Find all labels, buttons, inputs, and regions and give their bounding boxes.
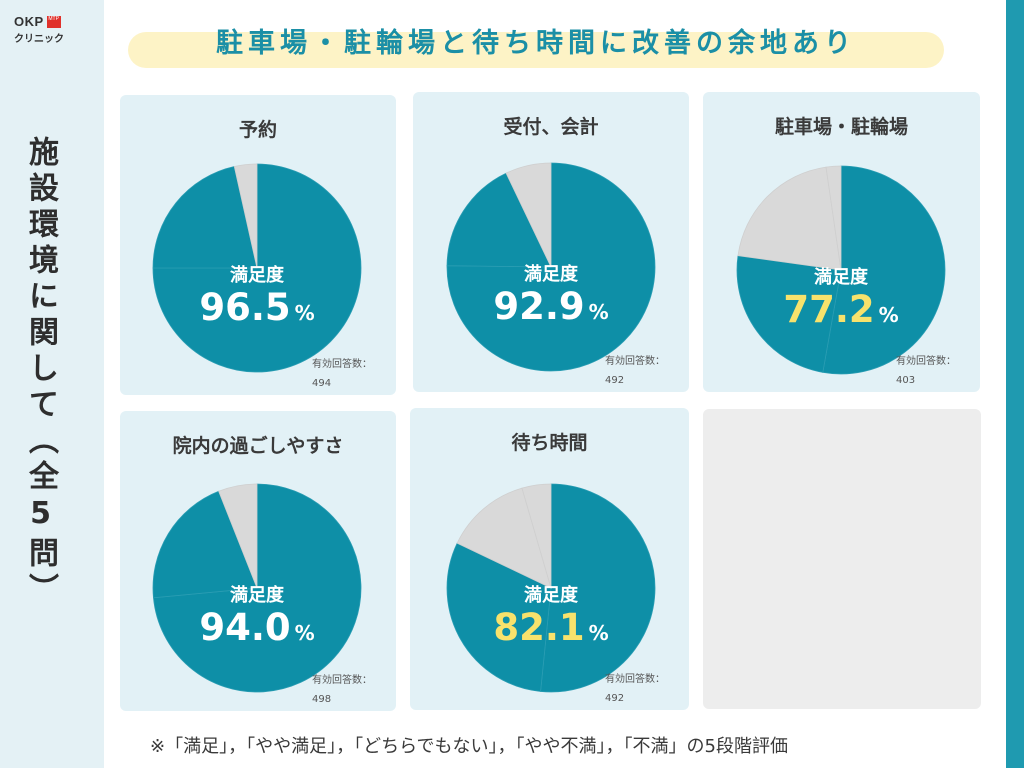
pie-slice	[152, 166, 258, 269]
percent-symbol: %	[588, 300, 609, 324]
pie-slice	[736, 255, 842, 373]
sidebar: OKP MTP クリニック 施設環境に関して（全5問）	[0, 0, 104, 768]
satisfaction-label: 満足度	[230, 585, 284, 606]
percent-symbol: %	[878, 303, 899, 327]
pie-chart	[152, 163, 362, 373]
pie-slice	[446, 172, 552, 268]
satisfaction-value: 96.5%	[167, 286, 347, 329]
section-title: 施設環境に関して（全5問）	[23, 136, 58, 609]
chart-title: 受付、会計	[503, 116, 599, 138]
satisfaction-value: 92.9%	[461, 285, 641, 328]
satisfaction-value: 82.1%	[461, 606, 641, 649]
pie-card: 受付、会計満足度 92.9% 有効回答数： 492	[413, 92, 689, 392]
chart-title: 院内の過ごしやすさ	[172, 435, 344, 457]
percent-symbol: %	[294, 301, 315, 325]
pie-chart	[446, 483, 656, 693]
logo-brand: OKP	[14, 14, 44, 29]
satisfaction-label: 満足度	[524, 264, 578, 285]
respondents-count: 492	[605, 375, 625, 386]
pie-chart	[152, 483, 362, 693]
percent-symbol: %	[294, 621, 315, 645]
respondents-label: 有効回答数：	[605, 674, 665, 685]
pie-chart	[736, 165, 946, 375]
clinic-logo: OKP MTP クリニック	[14, 14, 74, 45]
respondents-count: 403	[896, 375, 916, 386]
pie-slice	[540, 483, 656, 693]
chart-title: 予約	[238, 119, 277, 141]
logo-badge: MTP	[46, 15, 61, 28]
satisfaction-number: 92.9	[493, 285, 585, 328]
satisfaction-number: 82.1	[493, 606, 585, 649]
satisfaction-value: 77.2%	[751, 288, 931, 331]
respondents-label: 有効回答数：	[312, 675, 372, 686]
pie-slice	[152, 163, 362, 373]
pie-slice	[218, 483, 258, 589]
chart-title: 駐車場・駐輪場	[774, 116, 908, 138]
pie-card: 院内の過ごしやすさ 満足度 94.0% 有効回答数： 498	[120, 411, 396, 711]
respondents-label: 有効回答数：	[896, 356, 956, 367]
logo-subtitle: クリニック	[14, 34, 64, 45]
pie-slice	[737, 166, 842, 271]
pie-slice	[456, 487, 552, 589]
pie-chart	[446, 162, 656, 372]
right-accent-bar	[1006, 0, 1024, 768]
pie-card: 駐車場・駐輪場 満足度 77.2% 有効回答数： 403	[703, 92, 980, 392]
pie-card: 予約満足度 96.5% 有効回答数： 494	[120, 95, 396, 395]
respondents-count: 498	[312, 694, 332, 705]
satisfaction-number: 96.5	[199, 286, 291, 329]
pie-slice	[822, 165, 946, 375]
empty-panel	[703, 409, 981, 709]
respondents-label: 有効回答数：	[605, 356, 665, 367]
respondents-label: 有効回答数：	[312, 359, 372, 370]
respondents-count: 494	[312, 378, 332, 389]
pie-card: 待ち時間満足度 82.1% 有効回答数： 492	[410, 408, 689, 710]
satisfaction-label: 満足度	[524, 585, 578, 606]
pie-slice	[233, 163, 258, 269]
percent-symbol: %	[588, 621, 609, 645]
pie-slice	[446, 162, 656, 372]
satisfaction-label: 満足度	[230, 265, 284, 286]
satisfaction-value: 94.0%	[167, 606, 347, 649]
satisfaction-label: 満足度	[814, 267, 868, 288]
pie-slice	[825, 165, 842, 271]
satisfaction-number: 77.2	[783, 288, 875, 331]
footnote: ※「満足」，「やや満足」，「どちらでもない」，「やや不満」，「不満」の5段階評価	[150, 736, 788, 757]
page-heading: 駐車場・駐輪場と待ち時間に改善の余地あり	[128, 28, 944, 68]
pie-slice	[446, 542, 552, 692]
pie-slice	[521, 483, 552, 589]
respondents-count: 492	[605, 693, 625, 704]
pie-slice	[505, 162, 552, 268]
satisfaction-number: 94.0	[199, 606, 291, 649]
pie-slice	[152, 490, 258, 599]
page-heading-text: 駐車場・駐輪場と待ち時間に改善の余地あり	[216, 28, 856, 59]
chart-title: 待ち時間	[511, 432, 588, 454]
